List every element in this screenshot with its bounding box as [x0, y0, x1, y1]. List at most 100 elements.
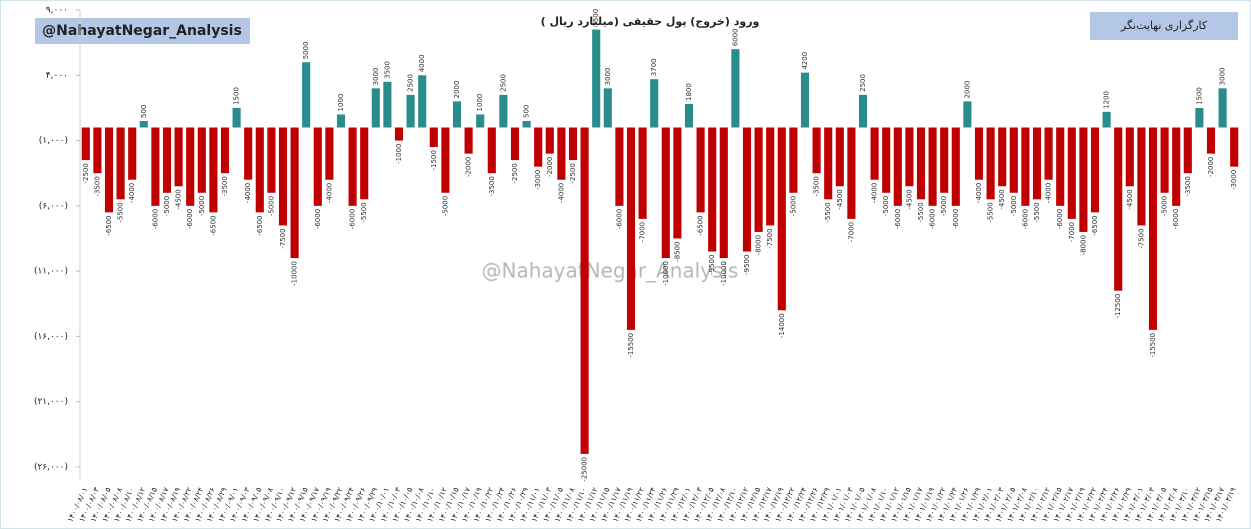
value-label: 4200: [801, 52, 809, 70]
bar: [139, 120, 148, 128]
value-label: -5000: [789, 196, 797, 216]
value-label: -6000: [186, 209, 194, 229]
value-label: -6000: [929, 209, 937, 229]
bar: [81, 127, 90, 161]
bar: [928, 127, 937, 206]
value-label: -15500: [627, 333, 635, 358]
bar: [916, 127, 926, 200]
bar: [789, 127, 798, 193]
bar: [313, 127, 322, 206]
bar: [893, 127, 902, 206]
value-label: 5000: [302, 41, 310, 59]
y-tick-label: ۹,۰۰۰: [46, 6, 68, 16]
bar: [394, 127, 404, 141]
value-label: 2500: [499, 74, 507, 92]
value-label: 1500: [1195, 87, 1203, 105]
bar: [708, 127, 717, 252]
bar: [882, 127, 891, 193]
bar: [1160, 127, 1169, 193]
value-label: 4000: [418, 54, 426, 72]
bar: [905, 127, 914, 187]
value-label: -5000: [267, 196, 275, 216]
value-label: -8000: [1079, 235, 1087, 255]
value-label: -8500: [673, 241, 681, 261]
bar: [974, 127, 984, 180]
value-label: -7000: [1068, 222, 1076, 242]
value-label: -4000: [871, 183, 879, 203]
value-label: -25000: [581, 457, 589, 482]
value-label: -3500: [813, 176, 821, 196]
bar: [1032, 127, 1042, 200]
value-label: -6500: [1091, 215, 1099, 235]
bar: [696, 127, 705, 213]
bar: [731, 49, 740, 128]
value-label: 3000: [604, 68, 612, 86]
value-label: -4000: [244, 183, 252, 203]
bar: [1183, 127, 1192, 174]
bar: [1114, 127, 1123, 291]
bar: [255, 127, 264, 213]
bar: [638, 127, 647, 219]
value-label: -6000: [894, 209, 902, 229]
value-label: -3500: [93, 176, 101, 196]
bar: [603, 88, 612, 128]
value-label: -4000: [975, 183, 983, 203]
value-label: -3500: [488, 176, 496, 196]
bar: [302, 62, 311, 128]
value-label: -7000: [847, 222, 855, 242]
bar: [487, 127, 496, 174]
value-label: -5000: [940, 196, 948, 216]
bar: [1056, 127, 1065, 206]
value-label: -10000: [662, 261, 670, 286]
value-label: -5000: [1161, 196, 1169, 216]
value-label: -6500: [209, 215, 217, 235]
bar: [673, 127, 682, 239]
value-label: -7500: [1137, 228, 1145, 248]
bar: [290, 127, 299, 259]
value-label: -4500: [175, 189, 183, 209]
value-label: -5000: [198, 196, 206, 216]
value-label: -5000: [441, 196, 449, 216]
y-tick-label: ۴,۰۰۰: [46, 71, 68, 81]
bar: [348, 127, 357, 206]
bar: [1125, 127, 1134, 187]
value-label: -6000: [615, 209, 623, 229]
value-label: -15500: [1149, 333, 1157, 358]
bar: [766, 127, 775, 226]
y-tick-label: (۲۱,۰۰۰): [34, 397, 68, 407]
value-label: -6500: [697, 215, 705, 235]
bar: [719, 127, 728, 259]
bar: [406, 94, 415, 128]
bar: [464, 127, 473, 154]
bar: [847, 127, 856, 219]
bar: [568, 127, 578, 161]
value-label: 500: [523, 105, 531, 118]
bar: [197, 127, 206, 193]
value-label: -5000: [1010, 196, 1018, 216]
bar: [104, 127, 114, 213]
bar: [441, 127, 450, 193]
value-label: -10000: [720, 261, 728, 286]
bar: [1044, 127, 1053, 180]
value-label: -6000: [349, 209, 357, 229]
chart-title: ورود (خروج) پول حقیقی (میلیارد ریال ): [541, 15, 760, 29]
bar: [1090, 127, 1100, 213]
y-tick-label: (۱۱,۰۰۰): [34, 267, 68, 277]
value-label: -1000: [395, 144, 403, 164]
value-label: 1000: [337, 94, 345, 112]
value-label: -12500: [1114, 294, 1122, 319]
value-label: -5500: [987, 202, 995, 222]
value-label: 6000: [731, 28, 739, 46]
bar: [1067, 127, 1076, 219]
bar: [116, 127, 125, 200]
bar: [742, 127, 752, 252]
value-label: -5000: [163, 196, 171, 216]
value-label: -4500: [836, 189, 844, 209]
bar: [545, 127, 554, 154]
bar: [278, 127, 288, 226]
bar: [777, 127, 786, 311]
bar: [1172, 127, 1181, 206]
bar: [186, 127, 195, 206]
value-label: -4000: [325, 183, 333, 203]
bar: [325, 127, 334, 180]
